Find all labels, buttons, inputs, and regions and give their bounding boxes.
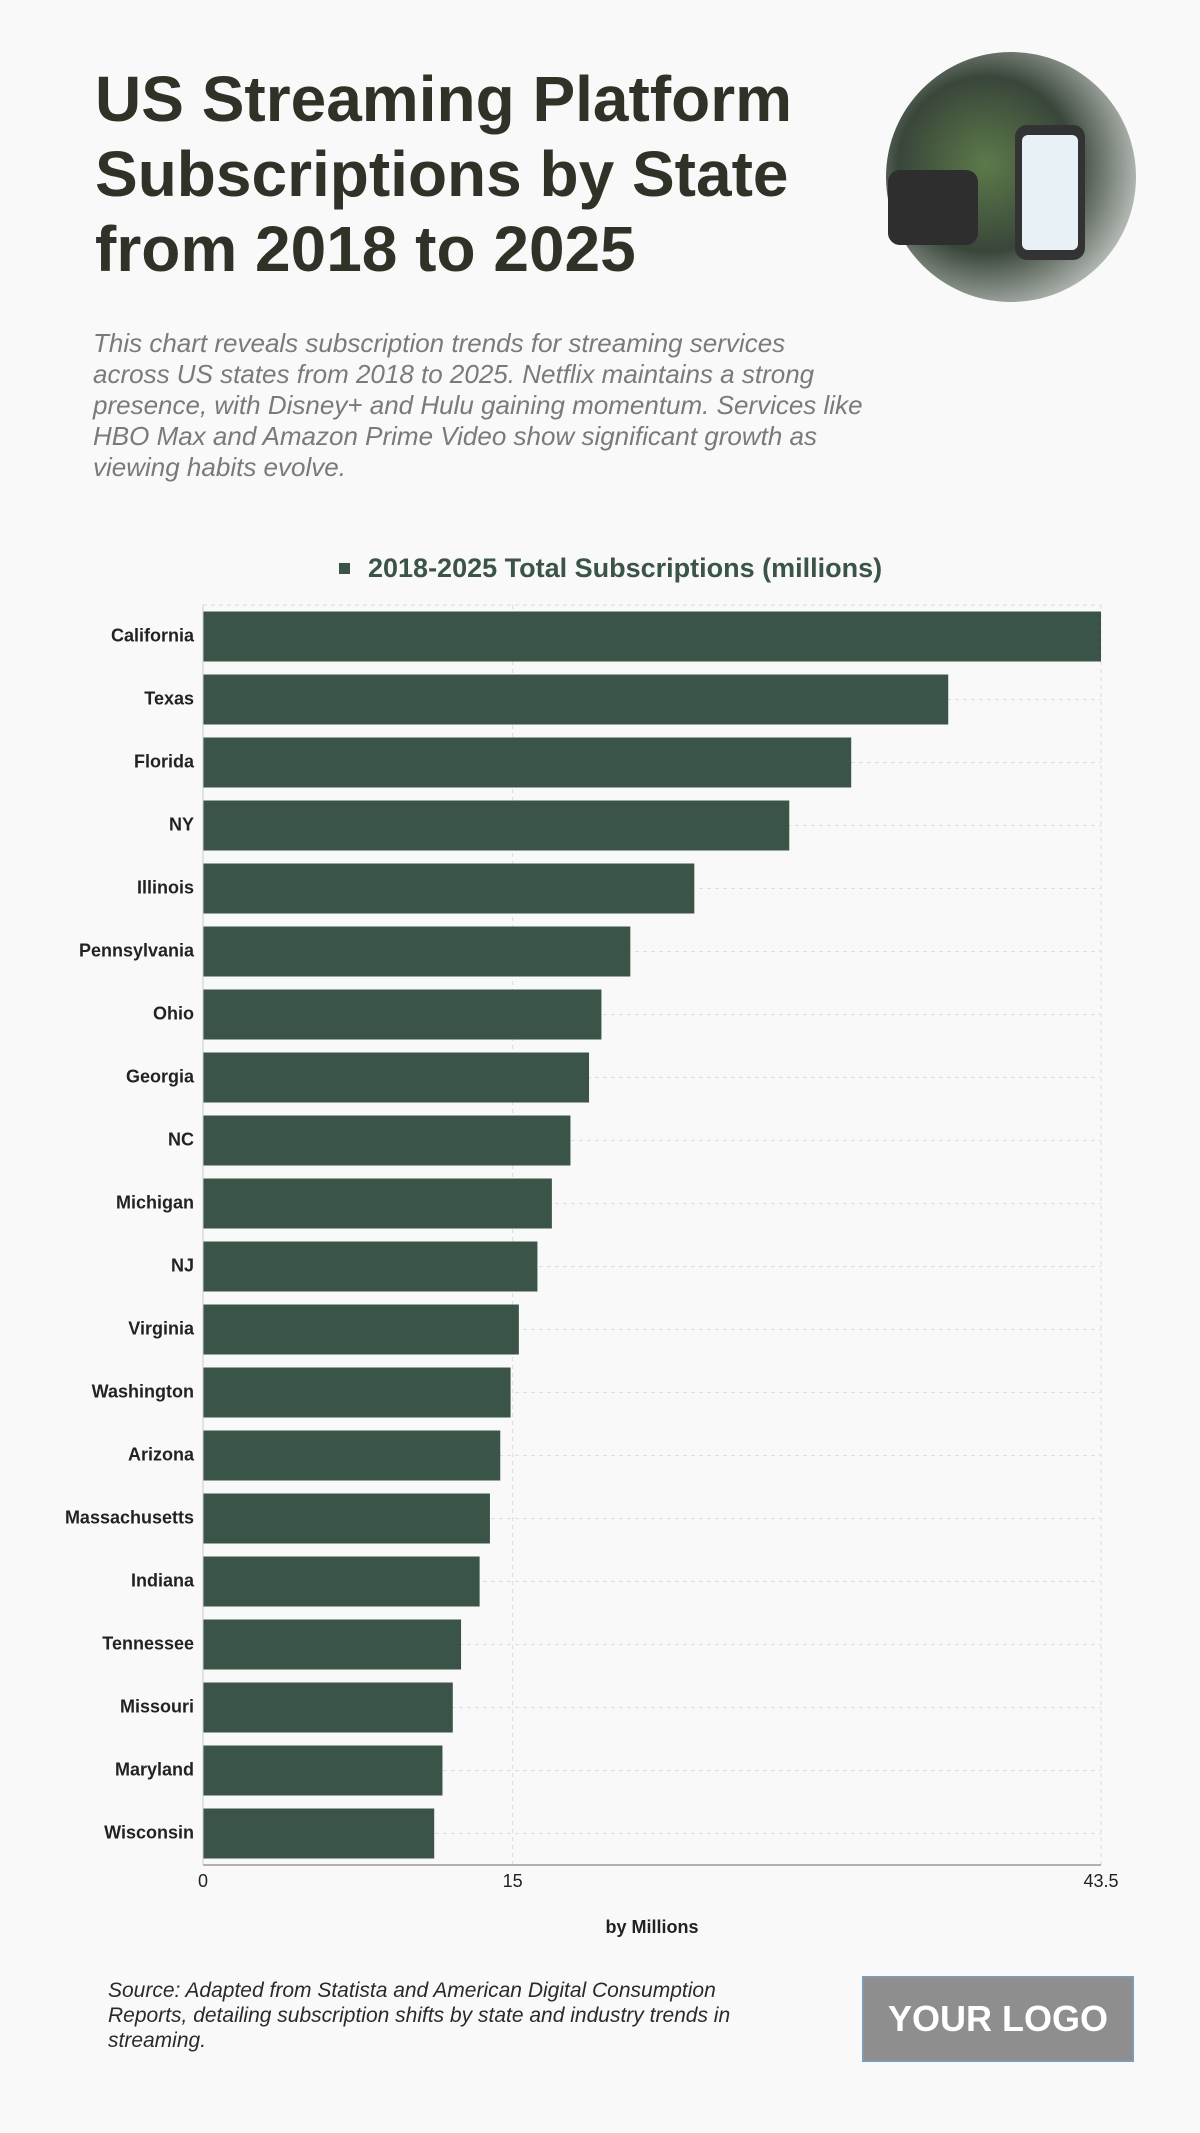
bar (203, 1304, 519, 1355)
y-tick-label: Virginia (128, 1318, 195, 1338)
bar (203, 1808, 435, 1859)
bar (203, 674, 949, 725)
bar (203, 1682, 453, 1733)
x-axis-title: by Millions (605, 1917, 698, 1937)
bar (203, 1493, 490, 1544)
y-tick-label: Wisconsin (104, 1822, 194, 1842)
y-tick-label: Illinois (137, 877, 194, 897)
y-tick-label: Missouri (120, 1696, 194, 1716)
y-tick-label: Michigan (116, 1192, 194, 1212)
y-tick-label: Maryland (115, 1759, 194, 1779)
bar (203, 1556, 480, 1607)
y-tick-label: California (111, 625, 195, 645)
y-tick-label: NJ (171, 1255, 194, 1275)
speaker-icon (888, 170, 978, 245)
x-tick-label: 43.5 (1083, 1871, 1118, 1891)
bar (203, 737, 852, 788)
y-tick-label: Indiana (131, 1570, 195, 1590)
bar (203, 1367, 511, 1418)
bar (203, 1241, 538, 1292)
y-tick-label: Massachusetts (65, 1507, 194, 1527)
y-tick-label: Arizona (128, 1444, 195, 1464)
bar (203, 1745, 443, 1796)
bar (203, 989, 602, 1040)
y-tick-label: NC (168, 1129, 194, 1149)
bar (203, 1619, 462, 1670)
chart-title: US Streaming Platform Subscriptions by S… (95, 63, 793, 285)
y-tick-label: Washington (92, 1381, 194, 1401)
bar (203, 1052, 590, 1103)
plot: 2018-2025 Total Subscriptions (millions)… (65, 553, 1119, 1937)
y-tick-label: Pennsylvania (79, 940, 195, 960)
y-tick-label: NY (169, 814, 194, 834)
legend-swatch (339, 563, 350, 574)
y-tick-label: Ohio (153, 1003, 194, 1023)
bar (203, 1178, 552, 1229)
logo: YOUR LOGO (862, 1976, 1134, 2062)
bar (203, 800, 790, 851)
legend-label: 2018-2025 Total Subscriptions (millions) (368, 553, 882, 583)
chart-subtitle: This chart reveals subscription trends f… (93, 328, 863, 482)
y-tick-label: Texas (144, 688, 194, 708)
y-tick-label: Florida (134, 751, 195, 771)
bar (203, 611, 1101, 662)
bar (203, 926, 631, 977)
y-tick-label: Tennessee (102, 1633, 194, 1653)
phone-screen (1022, 135, 1078, 250)
bar (203, 863, 695, 914)
source-note: Source: Adapted from Statista and Americ… (108, 1979, 731, 2052)
x-tick-label: 0 (198, 1871, 208, 1891)
y-tick-label: Georgia (126, 1066, 195, 1086)
bar (203, 1430, 501, 1481)
bar (203, 1115, 571, 1166)
x-tick-label: 15 (503, 1871, 523, 1891)
